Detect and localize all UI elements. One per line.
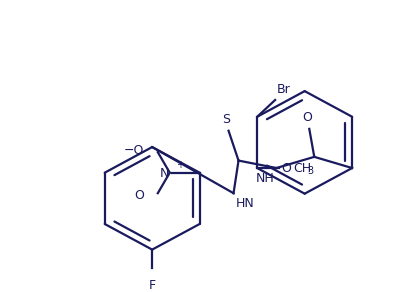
Text: 3: 3	[307, 166, 313, 176]
Text: O: O	[281, 161, 291, 175]
Text: F: F	[149, 279, 156, 292]
Text: O: O	[302, 111, 312, 124]
Text: HN: HN	[235, 197, 254, 210]
Text: −O: −O	[123, 144, 144, 157]
Text: NH: NH	[256, 172, 274, 185]
Text: CH: CH	[293, 162, 311, 175]
Text: Br: Br	[277, 83, 291, 96]
Text: N: N	[159, 167, 169, 180]
Text: S: S	[223, 113, 230, 126]
Text: O: O	[134, 189, 144, 201]
Text: +: +	[176, 160, 184, 170]
